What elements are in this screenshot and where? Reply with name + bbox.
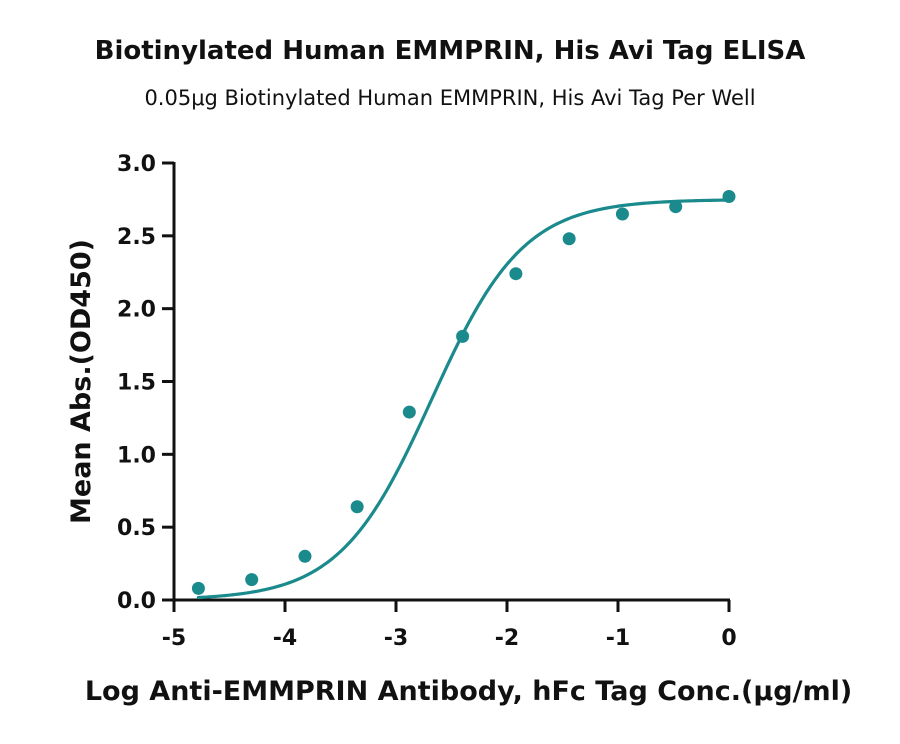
y-tick-label: 2.0 — [117, 298, 156, 323]
data-point — [245, 573, 259, 587]
y-tick-label: 2.5 — [117, 225, 156, 250]
data-points-layer — [191, 190, 736, 595]
x-tick-label: -4 — [273, 626, 297, 651]
chart-title: Biotinylated Human EMMPRIN, His Avi Tag … — [94, 36, 806, 66]
y-tick-label: 1.5 — [117, 371, 156, 396]
y-tick-label: 0.5 — [117, 516, 156, 541]
data-point — [191, 581, 205, 595]
data-point — [402, 405, 416, 419]
x-tick-label: -1 — [606, 626, 630, 651]
y-tick-label: 1.0 — [117, 443, 156, 468]
data-point — [722, 190, 736, 204]
x-tick-label: 0 — [721, 626, 736, 651]
y-tick-label: 3.0 — [117, 152, 156, 177]
data-point — [350, 500, 364, 514]
x-tick-label: -2 — [495, 626, 519, 651]
fit-curve-layer — [196, 198, 731, 600]
x-tick-label: -5 — [162, 626, 186, 651]
axis-labels: 0.0 0.5 1.0 1.5 2.0 2.5 3.0 -5 -4 -3 -2 -1 0 Log Anti… — [66, 152, 852, 707]
chart-subtitle: 0.05μg Biotinylated Human EMMPRIN, His A… — [144, 86, 756, 110]
fit-curve — [196, 198, 731, 600]
x-tick-label: -3 — [384, 626, 408, 651]
y-axis-title: Mean Abs.(OD450) — [66, 239, 97, 524]
axes — [162, 161, 731, 612]
x-axis-title: Log Anti-EMMPRIN Antibody, hFc Tag Conc.… — [85, 676, 852, 707]
y-tick-label: 0.0 — [117, 589, 156, 614]
data-point — [615, 207, 629, 221]
data-point — [456, 329, 470, 343]
data-point — [669, 200, 683, 214]
data-point — [562, 232, 576, 246]
data-point — [509, 267, 523, 281]
data-point — [298, 549, 312, 563]
